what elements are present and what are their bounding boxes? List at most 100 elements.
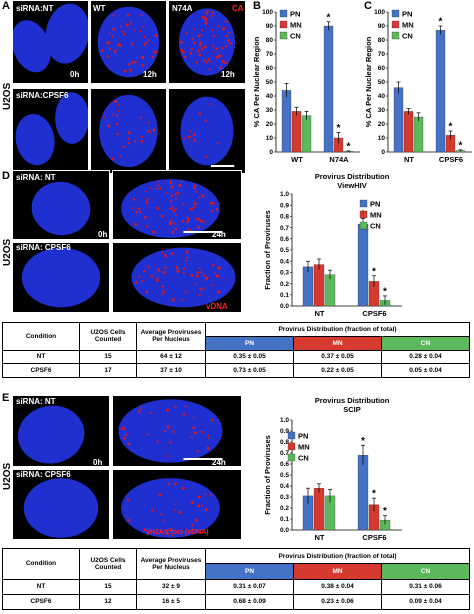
- fluorescent-dot: [164, 254, 168, 258]
- chart-b: % CA Per Nuclear Region 0 10 20 30 40 50 60 70 80…: [252, 9, 360, 164]
- micrograph-grid-a: [12, 0, 246, 174]
- bar: [313, 264, 325, 307]
- y-tick-label: 60: [266, 65, 274, 72]
- fluorescent-dot: [146, 129, 150, 133]
- fluorescent-dot: [162, 271, 166, 274]
- micrograph-tile: [12, 0, 89, 84]
- fluorescent-dot: [198, 53, 202, 57]
- fluorescent-dot: [126, 13, 130, 17]
- th-pn: PN: [205, 335, 294, 351]
- fluorescent-dot: [202, 16, 206, 20]
- y-tick-label: 0.7: [280, 450, 289, 457]
- fluorescent-dot: [217, 142, 219, 145]
- fluorescent-dot: [155, 187, 158, 190]
- label-sirna-nt: siRNA:NT: [16, 4, 54, 13]
- fluorescent-dot: [149, 187, 152, 190]
- fluorescent-dot: [180, 298, 183, 301]
- fluorescent-dot: [204, 17, 208, 21]
- fluorescent-dot: [147, 265, 150, 268]
- fluorescent-dot: [217, 290, 221, 294]
- fluorescent-dot: [161, 214, 164, 218]
- fluorescent-dot: [225, 20, 228, 23]
- cell: NT: [2, 578, 80, 595]
- fluorescent-dot: [120, 25, 123, 28]
- time-0h-e: 0h: [93, 458, 103, 467]
- legend-swatch: [279, 31, 288, 40]
- fluorescent-dot: [124, 433, 128, 437]
- fluorescent-dot: [208, 437, 211, 440]
- legend-label: CN: [298, 454, 309, 463]
- fluorescent-dot: [174, 482, 177, 485]
- fluorescent-dot: [169, 207, 172, 210]
- fluorescent-dot: [182, 51, 185, 54]
- fluorescent-dot: [127, 137, 130, 140]
- fluorescent-dot: [168, 528, 172, 532]
- fluorescent-dot: [217, 266, 221, 270]
- nucleus: [15, 113, 55, 166]
- fluorescent-dot: [156, 440, 159, 443]
- fluorescent-dot: [193, 416, 195, 419]
- fluorescent-dot: [172, 222, 176, 225]
- tile-border: [112, 469, 242, 540]
- legend-swatch: [279, 9, 288, 18]
- nucleus: [131, 247, 236, 308]
- fluorescent-dot: [170, 252, 174, 255]
- y-tick-label: 20: [378, 121, 386, 128]
- fluorescent-dot: [172, 297, 176, 301]
- fluorescent-dot: [202, 220, 205, 223]
- chart-c: % CA Per Nuclear Region 0 10 20 30 40 50 60 70 80…: [364, 9, 472, 164]
- significance-star: *: [449, 122, 453, 133]
- fluorescent-dot: [202, 287, 205, 290]
- fluorescent-dot: [182, 203, 185, 206]
- legend-label: MN: [370, 211, 382, 220]
- fluorescent-dot: [184, 259, 188, 262]
- y-tick-label: 10: [266, 135, 274, 142]
- fluorescent-dot: [140, 280, 143, 283]
- fluorescent-dot: [134, 222, 137, 226]
- th-condition: Condition: [2, 548, 80, 580]
- bar: [301, 115, 312, 153]
- fluorescent-dot: [133, 29, 136, 31]
- y-tick-label: 0.0: [280, 303, 289, 310]
- fluorescent-dot: [108, 47, 112, 50]
- cell: 0.73 ± 0.05: [205, 363, 294, 378]
- fluorescent-dot: [190, 273, 194, 277]
- fluorescent-dot: [189, 52, 193, 55]
- fluorescent-dot: [184, 290, 187, 293]
- fluorescent-dot: [211, 284, 214, 287]
- fluorescent-dot: [119, 155, 122, 157]
- fluorescent-dot: [143, 43, 147, 46]
- th-mn: MN: [293, 563, 382, 580]
- fluorescent-dot: [212, 34, 216, 38]
- legend-label: MN: [290, 21, 302, 30]
- y-tick-label: 1.0: [280, 417, 289, 424]
- fluorescent-dot: [193, 184, 197, 187]
- fluorescent-dot: [199, 219, 203, 223]
- fluorescent-dot: [129, 68, 132, 71]
- th-condition: Condition: [2, 322, 80, 351]
- fluorescent-dot: [115, 114, 119, 117]
- micrograph-tile: [90, 88, 167, 174]
- micrograph-tile: [12, 242, 110, 313]
- fluorescent-dot: [212, 45, 215, 48]
- y-tick-label: 70: [378, 51, 386, 58]
- bar: [313, 488, 325, 531]
- fluorescent-dot: [219, 66, 223, 70]
- cell: 0.22 ± 0.05: [293, 363, 382, 378]
- fluorescent-dot: [208, 60, 211, 63]
- fluorescent-dot: [141, 55, 145, 59]
- fluorescent-dot: [198, 112, 202, 116]
- fluorescent-dot: [189, 229, 192, 232]
- cell: 12: [79, 593, 137, 611]
- fluorescent-dot: [167, 482, 170, 485]
- fluorescent-dot: [161, 252, 164, 255]
- fluorescent-dot: [159, 187, 162, 190]
- fluorescent-dot: [203, 274, 206, 277]
- fluorescent-dot: [115, 123, 119, 126]
- micrograph-tile: [112, 469, 242, 540]
- fluorescent-dot: [204, 278, 208, 281]
- fluorescent-dot: [152, 128, 156, 132]
- fluorescent-dot: [157, 184, 159, 187]
- fluorescent-dot: [118, 44, 122, 48]
